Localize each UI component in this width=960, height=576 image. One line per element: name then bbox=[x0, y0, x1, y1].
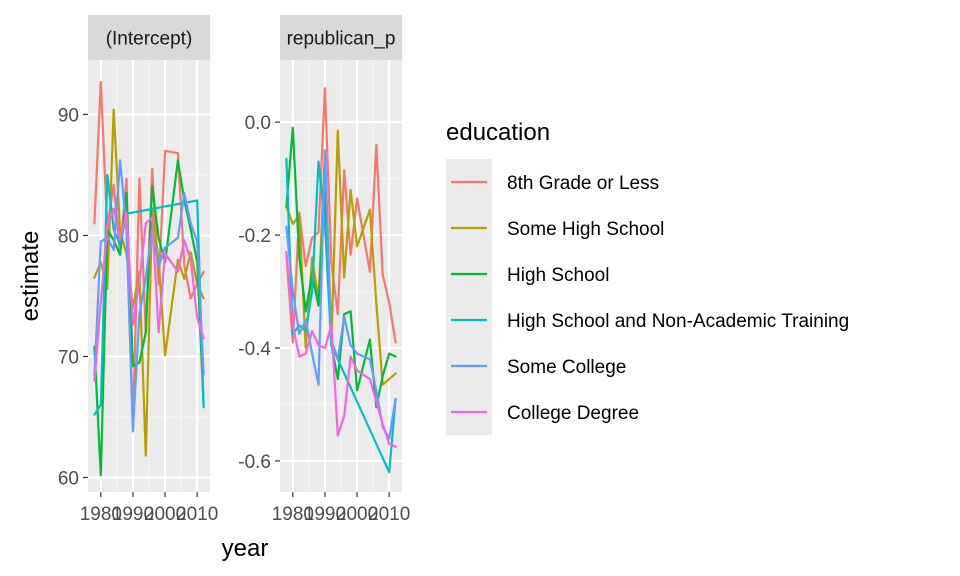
series-line-some-high-school bbox=[93, 108, 205, 457]
legend-label: Some High School bbox=[507, 219, 664, 240]
x-tick-label: 2010 bbox=[368, 504, 410, 525]
legend-title: education bbox=[446, 119, 550, 146]
series-line-high-school bbox=[93, 159, 205, 477]
y-tick-label: 90 bbox=[58, 105, 79, 126]
x-tick-label: 1980 bbox=[272, 504, 314, 525]
y-tick-label: -0.6 bbox=[238, 452, 271, 473]
legend-entry: Some College bbox=[446, 343, 626, 389]
series-line-some-college bbox=[93, 159, 205, 433]
legend-label: High School bbox=[507, 265, 609, 286]
y-tick-label: 80 bbox=[58, 226, 79, 247]
legend-entry: College Degree bbox=[446, 389, 639, 435]
series-line-8th-grade-or-less bbox=[285, 87, 397, 344]
y-tick-label: 70 bbox=[58, 347, 79, 368]
legend-label: College Degree bbox=[507, 403, 639, 424]
legend-entry: Some High School bbox=[446, 205, 664, 251]
x-tick-label: 1980 bbox=[80, 504, 122, 525]
x-tick-label: 1990 bbox=[304, 504, 346, 525]
legend: education 8th Grade or Less Some High Sch… bbox=[446, 119, 849, 435]
facet-strip bbox=[280, 15, 402, 60]
legend-label: High School and Non-Academic Training bbox=[507, 311, 849, 332]
y-tick-label: 0.0 bbox=[245, 113, 271, 134]
y-tick-label: 60 bbox=[58, 468, 79, 489]
series-line-college-degree bbox=[285, 250, 397, 448]
x-tick-label: 1990 bbox=[112, 504, 154, 525]
facet-strip-label: (Intercept) bbox=[106, 29, 193, 50]
y-tick-label: -0.4 bbox=[238, 339, 271, 360]
x-tick-label: 2000 bbox=[336, 504, 378, 525]
y-axis-title: estimate bbox=[17, 231, 44, 322]
series-line-high-school-and-non-academic-training bbox=[285, 157, 397, 474]
x-axis-title: year bbox=[222, 535, 269, 562]
facet-strip bbox=[88, 15, 210, 60]
facet-panel: republican_p 0.0 -0.2 -0.4 -0.6 1980199020002… bbox=[238, 15, 410, 525]
y-tick-label: -0.2 bbox=[238, 226, 271, 247]
legend-entry: 8th Grade or Less bbox=[446, 159, 659, 205]
series-line-some-high-school bbox=[285, 129, 397, 386]
legend-label: Some College bbox=[507, 357, 626, 378]
x-tick-label: 2010 bbox=[176, 504, 218, 525]
x-tick-label: 2000 bbox=[144, 504, 186, 525]
series-line-some-college bbox=[285, 149, 397, 440]
legend-entry: High School and Non-Academic Training bbox=[446, 297, 849, 343]
legend-label: 8th Grade or Less bbox=[507, 173, 659, 194]
facet-strip-label: republican_p bbox=[287, 29, 396, 50]
series-line-college-degree bbox=[93, 207, 205, 382]
legend-entry: High School bbox=[446, 251, 609, 297]
